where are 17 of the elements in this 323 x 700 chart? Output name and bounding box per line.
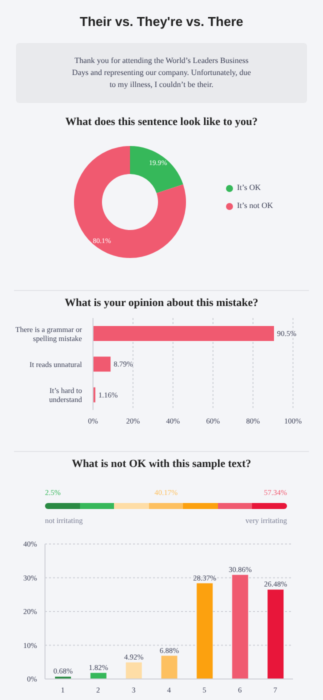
donut-slice bbox=[130, 146, 184, 194]
donut-slice bbox=[74, 146, 186, 258]
bar bbox=[232, 574, 248, 679]
chart-title: What is your opinion about this mistake? bbox=[64, 297, 260, 309]
bar bbox=[126, 662, 142, 679]
bar bbox=[90, 672, 106, 679]
legend-label: It’s OK bbox=[237, 183, 261, 192]
bar bbox=[93, 326, 274, 341]
text: Thank you for attending the World’s Leaders Business Days and representing our company. Unfortunately, due to my illness, I couldn’t be their. bbox=[16, 43, 307, 103]
bar bbox=[268, 590, 284, 679]
bar bbox=[196, 583, 213, 679]
legend-label: It’s not OK bbox=[237, 201, 273, 210]
chart-title: What is not OK with this sample text? bbox=[70, 458, 252, 470]
bar bbox=[161, 656, 178, 679]
text: Their vs. They're vs. There bbox=[78, 13, 244, 29]
chart-title: What does this sentence look like to you? bbox=[64, 116, 259, 128]
bar bbox=[93, 356, 111, 372]
